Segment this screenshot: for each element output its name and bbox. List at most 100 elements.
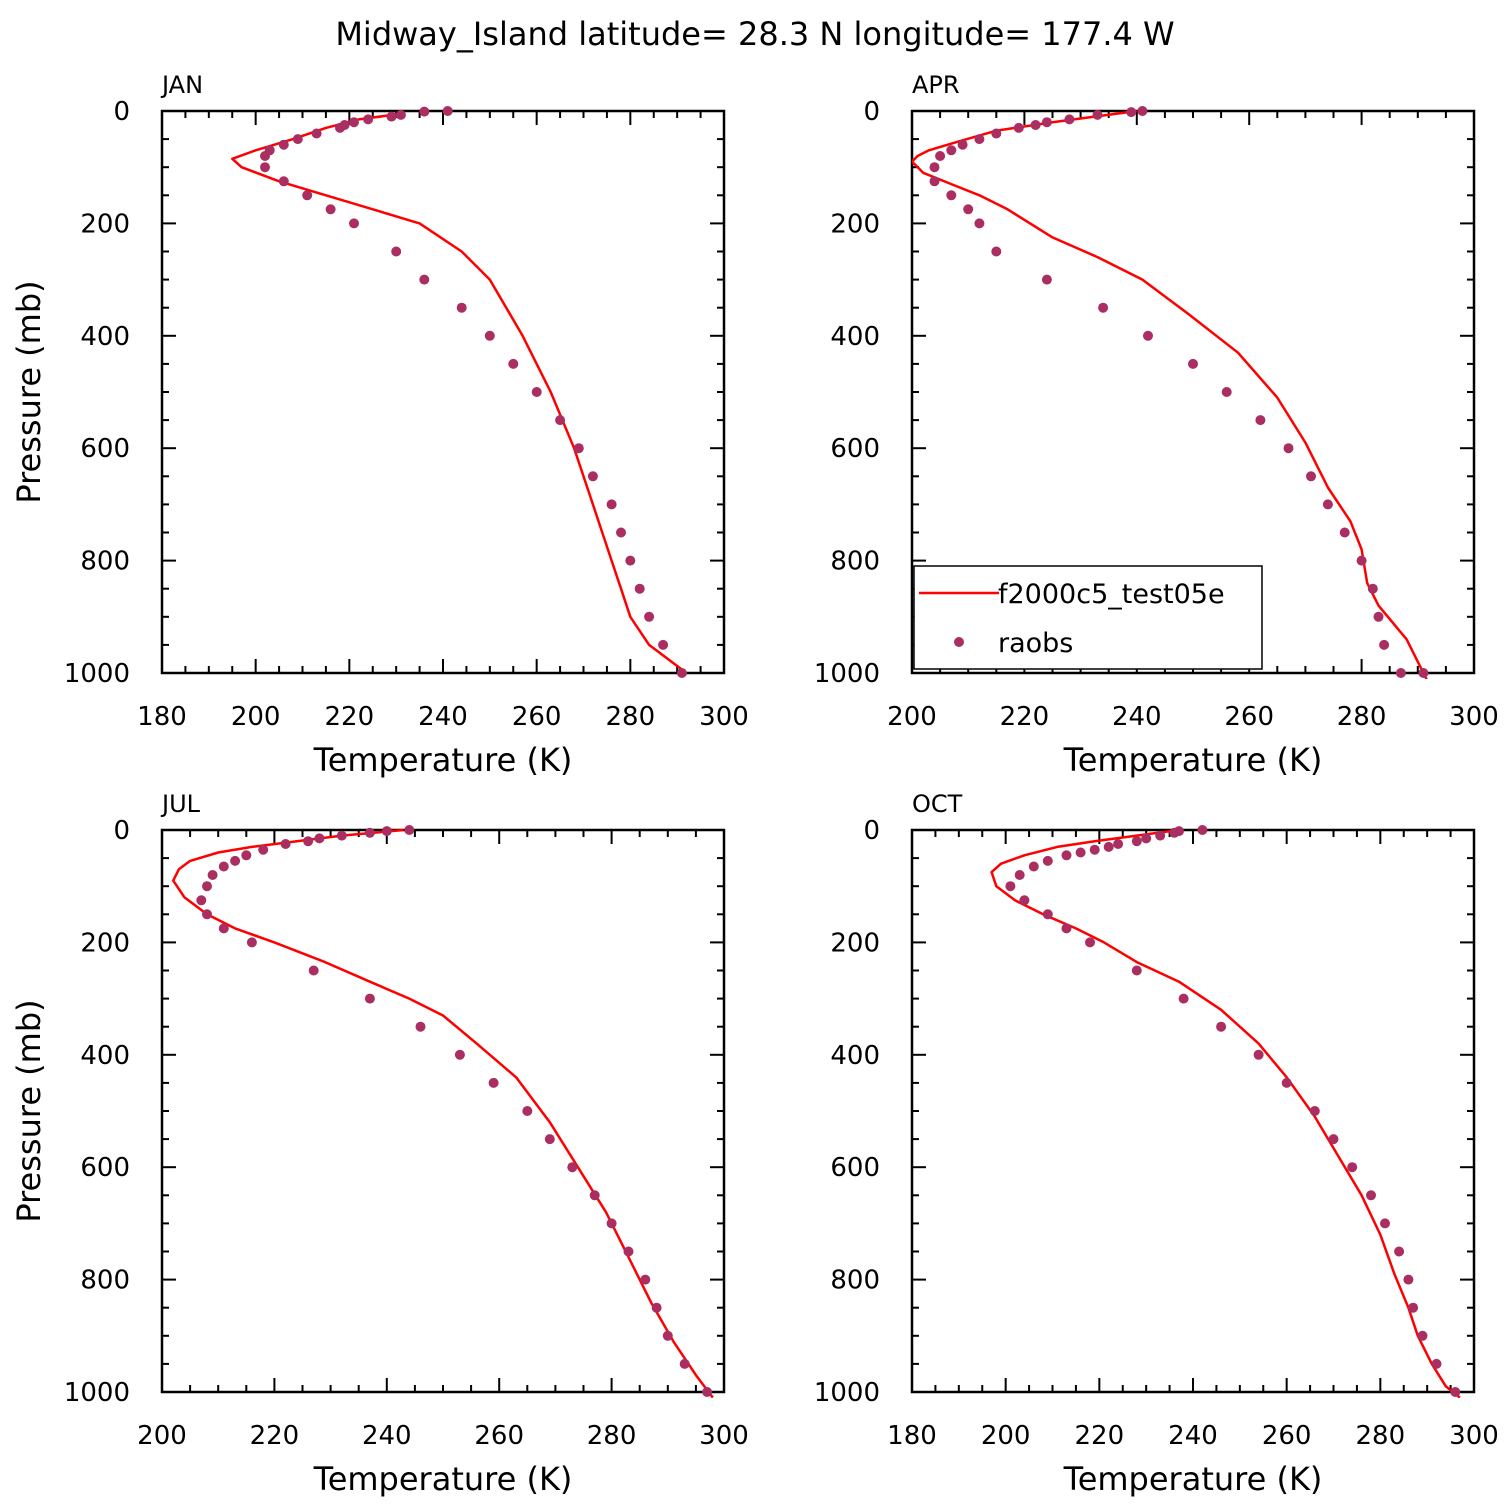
obs-point: [991, 246, 1002, 257]
y-tick-label: 0: [863, 816, 880, 846]
obs-point: [946, 145, 957, 156]
obs-point: [1216, 1021, 1227, 1032]
obs-point: [508, 358, 519, 369]
obs-point: [974, 218, 985, 229]
y-tick-label: 1000: [64, 659, 130, 689]
figure-title: Midway_Island latitude= 28.3 N longitude…: [335, 15, 1174, 53]
x-tick-label: 300: [699, 1421, 749, 1451]
x-axis-label: Temperature (K): [1063, 741, 1323, 779]
obs-point: [1306, 471, 1316, 482]
x-tick-label: 280: [1356, 1421, 1406, 1451]
y-tick-label: 1000: [814, 659, 880, 689]
y-tick-label: 1000: [64, 1378, 130, 1408]
y-tick-label: 400: [80, 1041, 130, 1071]
obs-point: [544, 1134, 555, 1145]
obs-point: [278, 176, 289, 187]
obs-point: [1380, 1218, 1390, 1229]
obs-point: [241, 850, 252, 861]
obs-point: [454, 1049, 465, 1060]
obs-point: [1431, 1358, 1442, 1369]
x-tick-label: 220: [250, 1421, 300, 1451]
obs-point: [246, 937, 257, 948]
obs-point: [658, 639, 669, 650]
obs-point: [1281, 1077, 1292, 1088]
obs-point: [349, 117, 359, 128]
obs-point: [1450, 1387, 1461, 1397]
obs-point: [364, 993, 375, 1004]
obs-point: [1005, 881, 1016, 892]
obs-point: [1041, 117, 1052, 128]
obs-point: [1328, 1134, 1339, 1145]
x-tick-label: 240: [362, 1421, 412, 1451]
x-axis-label: Temperature (K): [1063, 1460, 1323, 1498]
obs-point: [484, 330, 495, 341]
obs-point: [278, 139, 289, 150]
obs-point: [1089, 844, 1100, 855]
obs-point: [1356, 555, 1367, 566]
model-line: [231, 112, 688, 674]
obs-point: [1366, 1190, 1376, 1201]
obs-point: [1221, 387, 1232, 397]
x-tick-label: 200: [231, 702, 281, 732]
obs-point: [415, 1021, 426, 1032]
obs-point: [1042, 909, 1053, 920]
obs-point: [1085, 937, 1095, 948]
x-tick-label: 220: [1000, 702, 1050, 732]
y-tick-label: 600: [80, 434, 130, 464]
series-group: [912, 106, 1429, 679]
obs-point: [1253, 1049, 1264, 1060]
series-group: [990, 825, 1461, 1398]
obs-point: [218, 861, 229, 872]
y-tick-label: 600: [80, 1153, 130, 1183]
x-tick-label: 280: [1337, 702, 1387, 732]
x-tick-label: 180: [137, 702, 187, 732]
x-axis-label: Temperature (K): [313, 1460, 573, 1498]
obs-point: [1137, 106, 1148, 116]
panel-label: OCT: [912, 790, 963, 818]
obs-point: [1061, 923, 1072, 934]
obs-point: [1098, 302, 1109, 313]
obs-point: [280, 839, 291, 849]
y-tick-label: 800: [830, 1266, 880, 1296]
obs-point: [314, 833, 325, 844]
obs-point: [202, 881, 212, 892]
obs-point: [1418, 668, 1429, 678]
x-tick-label: 280: [606, 702, 656, 732]
y-tick-label: 800: [830, 547, 880, 577]
y-tick-label: 600: [830, 434, 880, 464]
obs-point: [634, 583, 645, 594]
obs-point: [1126, 107, 1137, 118]
obs-point: [1019, 895, 1030, 906]
y-axis-label: Pressure (mb): [10, 280, 48, 503]
obs-point: [616, 527, 626, 538]
obs-point: [1030, 120, 1041, 130]
obs-point: [1113, 839, 1124, 849]
x-tick-label: 300: [1449, 702, 1499, 732]
obs-point: [606, 1218, 617, 1229]
y-tick-label: 400: [830, 1041, 880, 1071]
obs-point: [589, 1190, 600, 1201]
y-tick-label: 600: [830, 1153, 880, 1183]
x-tick-label: 260: [474, 1421, 524, 1451]
obs-point: [363, 114, 374, 125]
x-tick-label: 260: [1224, 702, 1274, 732]
y-tick-label: 200: [80, 209, 130, 239]
obs-point: [1131, 836, 1142, 847]
obs-point: [1322, 499, 1333, 510]
obs-point: [442, 106, 453, 116]
obs-point: [1373, 611, 1384, 622]
x-axis-label: Temperature (K): [313, 741, 573, 779]
x-tick-label: 200: [137, 1421, 187, 1451]
obs-point: [1379, 639, 1390, 650]
obs-point: [456, 302, 467, 313]
obs-point: [1143, 330, 1153, 341]
obs-point: [1028, 861, 1039, 872]
obs-point: [1013, 122, 1024, 133]
obs-point: [1283, 443, 1294, 454]
obs-point: [381, 826, 392, 837]
obs-point: [386, 111, 397, 122]
obs-point: [935, 151, 946, 161]
obs-point: [679, 1358, 690, 1369]
obs-point: [587, 471, 598, 482]
